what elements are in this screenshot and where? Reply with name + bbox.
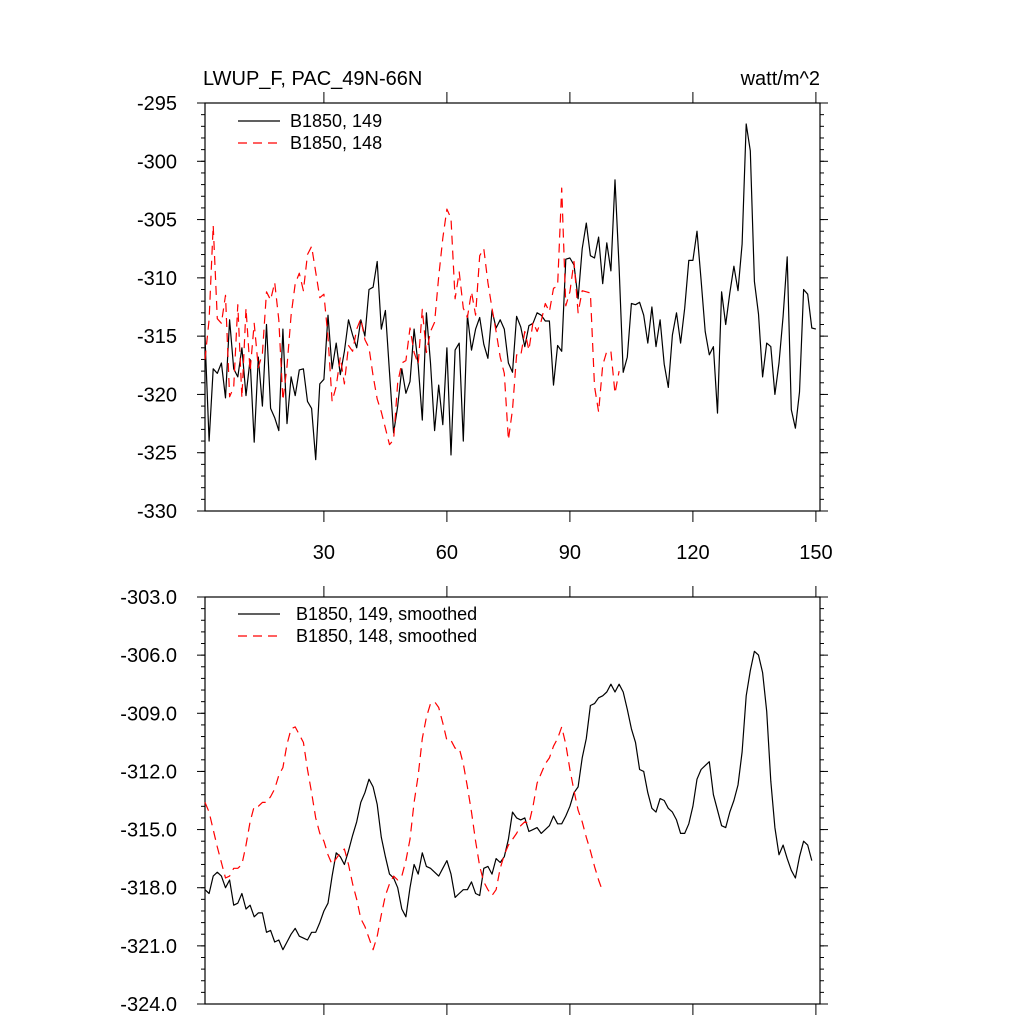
y-tick-labels: -295 -300 -305 -310 -315 -320 -325 -330: [137, 93, 177, 523]
y-tick-label: -321.0: [120, 936, 177, 958]
y-tick-label: -330: [137, 501, 177, 523]
plot-frame: [204, 102, 821, 512]
x-tick-label: 120: [676, 542, 709, 564]
y-tick-label: -295: [137, 93, 177, 115]
series-line-b: [204, 187, 620, 446]
y-tick-label: -309.0: [120, 703, 177, 725]
legend-label-series-b: B1850, 148: [290, 133, 382, 153]
legend-label-series-a: B1850, 149: [290, 111, 382, 131]
y-tick-label: -310: [137, 268, 177, 290]
y-tick-labels: -303.0 -306.0 -309.0 -312.0 -315.0 -318.0 -321…: [120, 587, 177, 1016]
y-tick-label: -315.0: [120, 820, 177, 842]
y-tick-label: -315: [137, 326, 177, 348]
x-tick-label: 90: [559, 542, 581, 564]
series-line-b: [204, 701, 604, 951]
legend-label-series-b: B1850, 148, smoothed: [296, 626, 477, 646]
x-tick-label: 60: [436, 542, 458, 564]
y-tick-label: -300: [137, 151, 177, 173]
legend: B1850, 149 B1850, 148: [238, 111, 382, 153]
y-tick-label: -325: [137, 443, 177, 465]
top-panel: LWUP_F, PAC_49N-66N watt/m^2 -295 -300 -30…: [137, 68, 833, 564]
y-tick-label: -318.0: [120, 878, 177, 900]
y-tick-label: -305: [137, 210, 177, 232]
y-tick-label: -306.0: [120, 645, 177, 667]
legend-label-series-a: B1850, 149, smoothed: [296, 604, 477, 624]
chart-units: watt/m^2: [740, 68, 820, 90]
legend: B1850, 149, smoothed B1850, 148, smoothe…: [238, 604, 477, 646]
series-line-a: [204, 650, 813, 951]
x-tick-label: 150: [799, 542, 832, 564]
series-lines: [204, 123, 817, 461]
y-tick-label: -303.0: [120, 587, 177, 609]
bottom-panel: -303.0 -306.0 -309.0 -312.0 -315.0 -318.0 -321…: [120, 586, 828, 1016]
x-tick-label: 30: [313, 542, 335, 564]
y-tick-label: -312.0: [120, 761, 177, 783]
plot-frame: [204, 596, 821, 1005]
tick-marks: [197, 586, 828, 1015]
y-tick-label: -324.0: [120, 994, 177, 1016]
series-lines: [204, 650, 813, 951]
x-tick-labels: 30 60 90 120 150: [313, 542, 833, 564]
y-tick-label: -320: [137, 384, 177, 406]
tick-marks: [197, 92, 828, 522]
series-line-a: [204, 123, 817, 461]
chart-title: LWUP_F, PAC_49N-66N: [203, 68, 422, 90]
